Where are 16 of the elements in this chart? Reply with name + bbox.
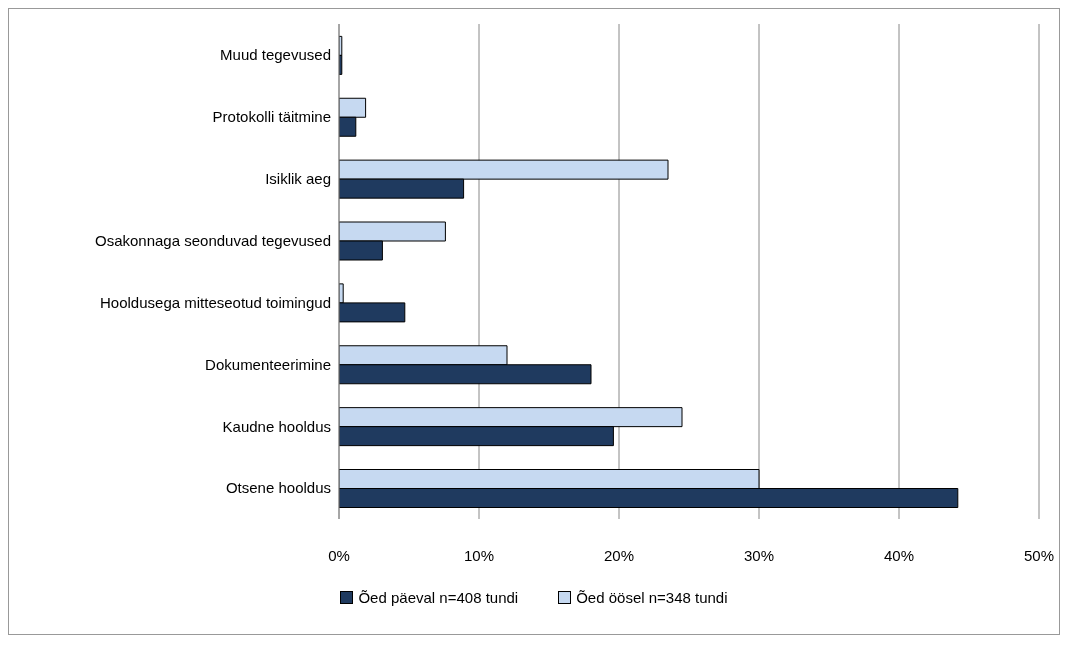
legend-label: Õed öösel n=348 tundi — [576, 589, 728, 606]
x-tick-label: 10% — [463, 546, 495, 564]
x-tick-label: 40% — [883, 546, 915, 564]
x-tick-label: 20% — [603, 546, 635, 564]
legend-label: Õed päeval n=408 tundi — [358, 589, 519, 606]
y-tick-label: Hooldusega mitteseotud toimingud — [100, 293, 331, 311]
y-tick-label: Kaudne hooldus — [222, 417, 331, 435]
y-tick-label: Osakonnaga seonduvad tegevused — [94, 231, 331, 249]
x-tick-label: 30% — [743, 546, 775, 564]
x-tick-label: 0% — [328, 546, 350, 564]
y-tick-label: Otsene hooldus — [225, 479, 331, 497]
y-tick-label: Dokumenteerimine — [205, 355, 331, 373]
y-tick-label: Isiklik aeg — [265, 170, 331, 188]
y-tick-label: Protokolli täitmine — [212, 108, 331, 126]
y-tick-label: Muud tegevused — [220, 46, 331, 64]
x-tick-label: 50% — [1023, 546, 1055, 564]
